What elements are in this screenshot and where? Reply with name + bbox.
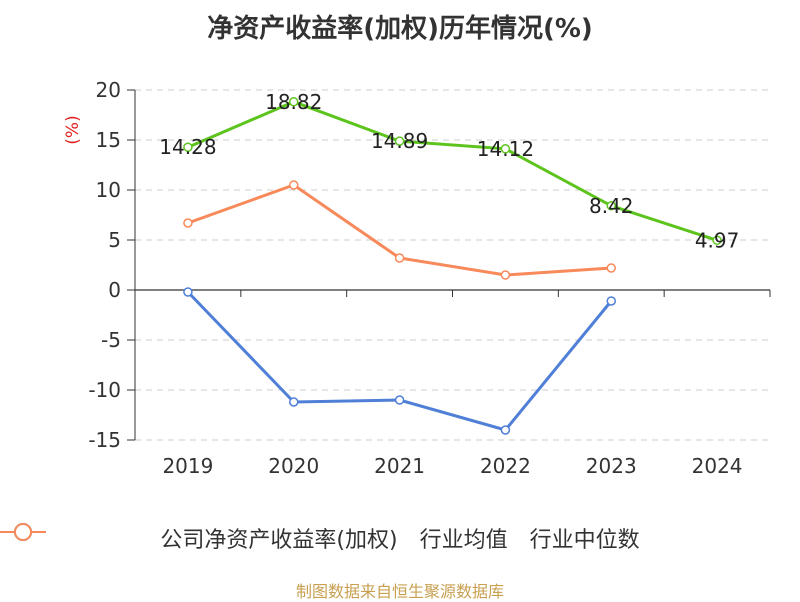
data-point: [500, 144, 511, 154]
legend-marker-icon: [0, 523, 46, 541]
data-label: 4.97: [695, 228, 740, 252]
data-label: 14.28: [159, 135, 216, 159]
data-point: [500, 425, 511, 435]
line-chart: 20 15 10 5 0 -5 -10 -15 2019 2020 2021 2022 2023 2024…: [63, 78, 771, 478]
data-label: 14.12: [477, 137, 534, 161]
data-point: [606, 201, 616, 211]
y-tick-label: 10: [96, 178, 121, 202]
legend-item-industry-mean[interactable]: 行业均值: [0, 522, 508, 554]
y-tick-label: 5: [108, 228, 121, 252]
x-tick-label: 2019: [162, 454, 213, 478]
data-point: [500, 270, 511, 280]
data-source-note: 制图数据来自恒生聚源数据库: [295, 582, 504, 601]
data-point: [183, 218, 193, 228]
legend-item-industry-median[interactable]: 行业中位数: [0, 522, 640, 554]
series-line-0: [187, 100, 718, 242]
y-tick-label: -15: [88, 428, 121, 452]
legend-label: 行业均值: [419, 528, 508, 553]
x-tick-label: 2021: [374, 454, 425, 478]
data-point: [394, 253, 405, 263]
data-point: [606, 296, 616, 306]
series-line-1: [186, 290, 613, 432]
data-point: [289, 397, 299, 407]
x-tick-label: 2024: [692, 454, 743, 478]
data-point: [289, 180, 299, 190]
y-axis-label: (%): [63, 115, 83, 144]
x-tick-label: 2020: [268, 454, 319, 478]
data-point: [394, 395, 405, 405]
chart-title: 净资产收益率(加权)历年情况(%): [207, 14, 593, 44]
data-point: [394, 136, 405, 146]
data-label: 14.89: [371, 129, 428, 153]
y-tick-label: 0: [108, 278, 121, 302]
legend-label: 公司净资产收益率(加权): [160, 528, 398, 553]
y-tick-label: -10: [88, 378, 121, 402]
data-point: [289, 97, 299, 107]
legend: 公司净资产收益率(加权) 行业均值 行业中位数: [0, 522, 800, 554]
y-tick-label: -5: [101, 328, 121, 352]
y-tick-label: 20: [96, 78, 121, 102]
data-label: 8.42: [589, 194, 634, 218]
data-point: [183, 142, 193, 152]
x-tick-label: 2022: [480, 454, 531, 478]
data-point: [183, 287, 193, 297]
legend-label: 行业中位数: [529, 528, 640, 553]
data-label: 18.82: [265, 90, 322, 114]
data-point: [712, 235, 722, 246]
legend-item-company-roe[interactable]: 公司净资产收益率(加权): [0, 522, 398, 554]
y-tick-label: 15: [96, 128, 121, 152]
x-tick-label: 2023: [586, 454, 637, 478]
data-point: [606, 263, 616, 273]
